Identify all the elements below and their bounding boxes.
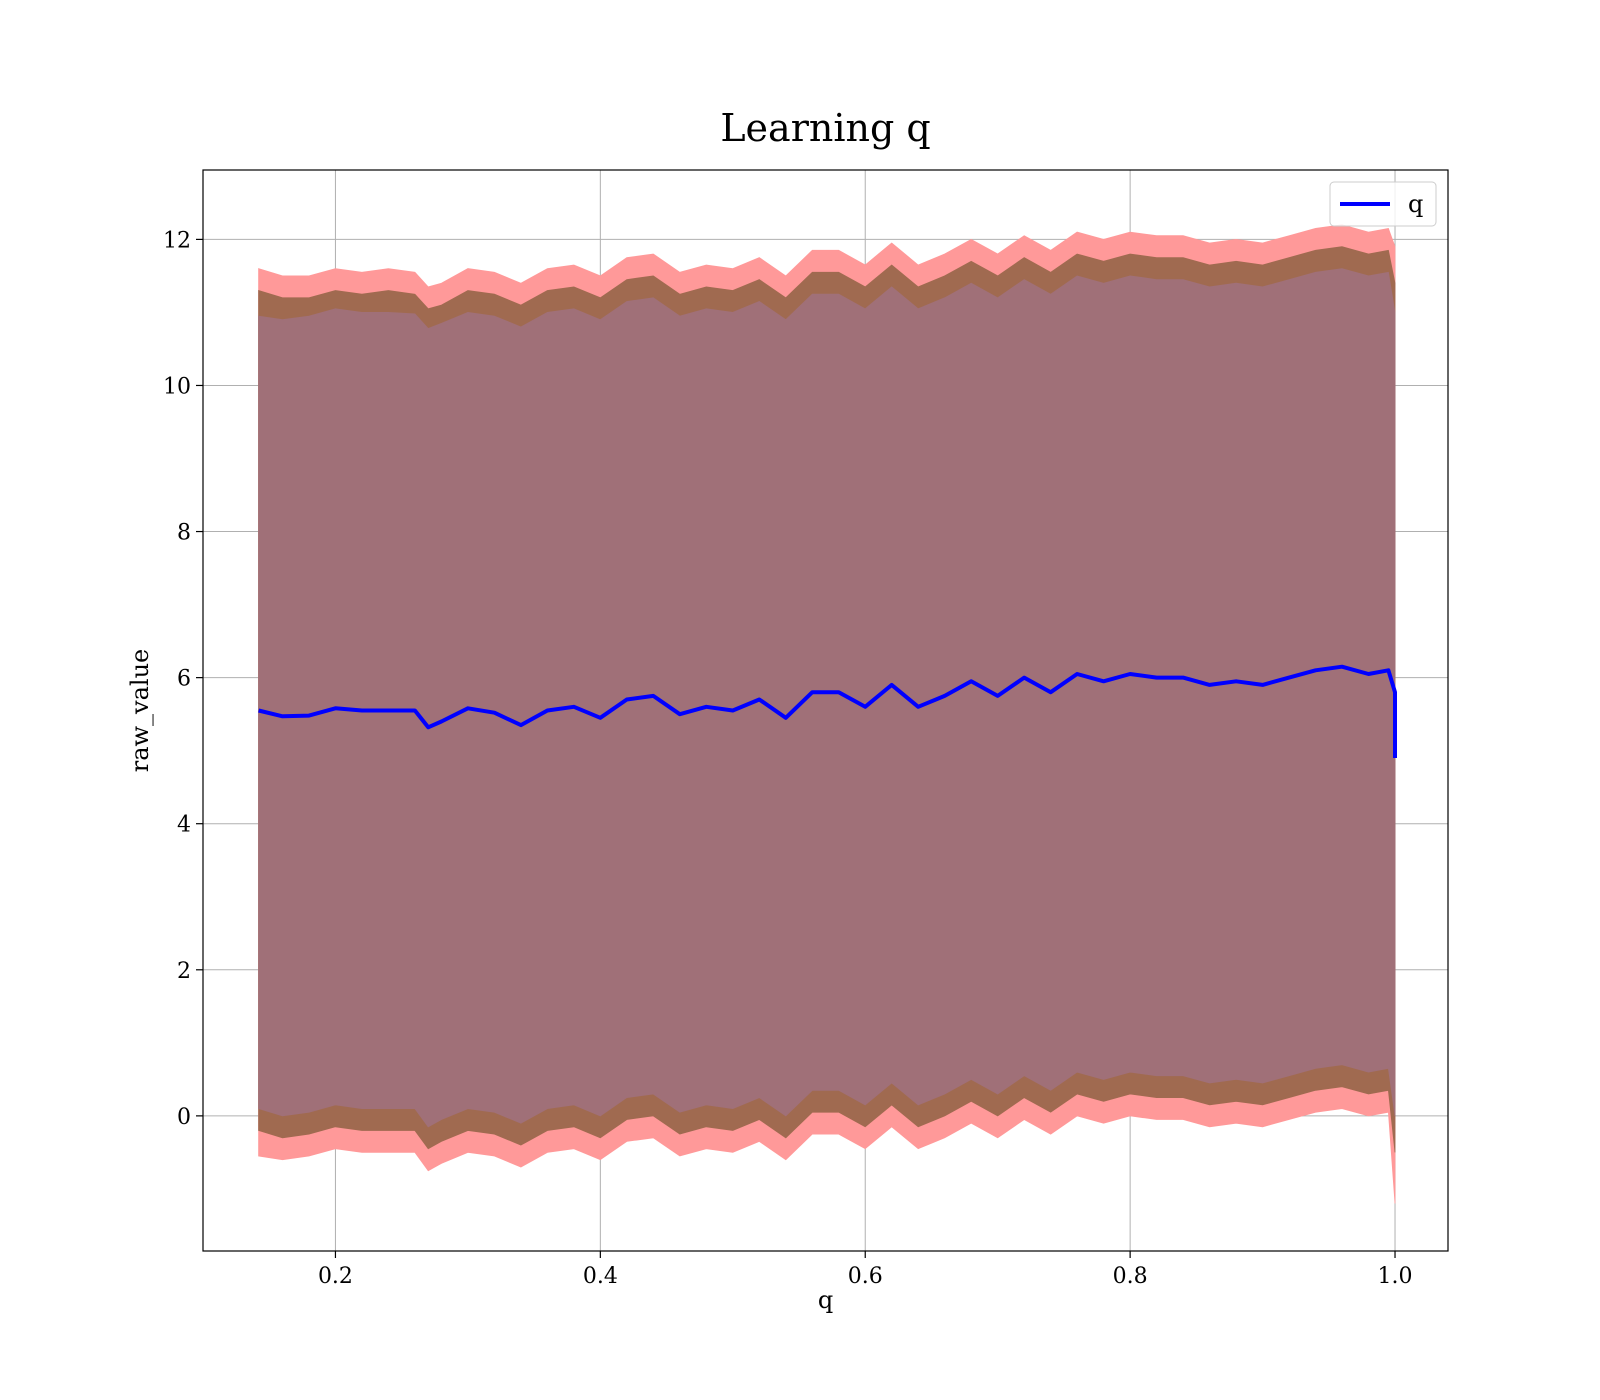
x-tick-label-2: 0.6 xyxy=(848,1264,883,1289)
x-tick-label-1: 0.4 xyxy=(583,1264,618,1289)
x-tick-label-0: 0.2 xyxy=(318,1264,353,1289)
confidence-bands xyxy=(258,224,1396,1204)
y-axis-title: raw_value xyxy=(126,649,154,773)
band-inner xyxy=(258,268,1396,1128)
y-tick-label-4: 8 xyxy=(177,521,191,546)
y-tick-label-6: 12 xyxy=(163,228,191,253)
plot-frame xyxy=(202,169,1449,1252)
x-axis-ticks: 0.2 0.4 0.6 0.8 1.0 xyxy=(318,1251,1413,1289)
series-lines xyxy=(258,664,1397,758)
x-tick-label-4: 1.0 xyxy=(1378,1264,1413,1289)
chart-title: Learning q xyxy=(720,106,930,150)
legend: q xyxy=(1329,181,1437,227)
y-tick-label-5: 10 xyxy=(163,374,191,399)
y-tick-label-1: 2 xyxy=(177,959,191,984)
series-line-q xyxy=(258,664,1397,758)
y-axis-ticks: 0 2 4 6 8 10 12 xyxy=(163,228,203,1130)
y-tick-label-2: 4 xyxy=(177,813,191,838)
y-tick-label-0: 0 xyxy=(177,1105,191,1130)
x-tick-label-3: 0.8 xyxy=(1113,1264,1148,1289)
legend-label-q: q xyxy=(1408,190,1423,218)
y-tick-label-3: 6 xyxy=(177,667,191,692)
x-axis-title: q xyxy=(818,1286,833,1314)
